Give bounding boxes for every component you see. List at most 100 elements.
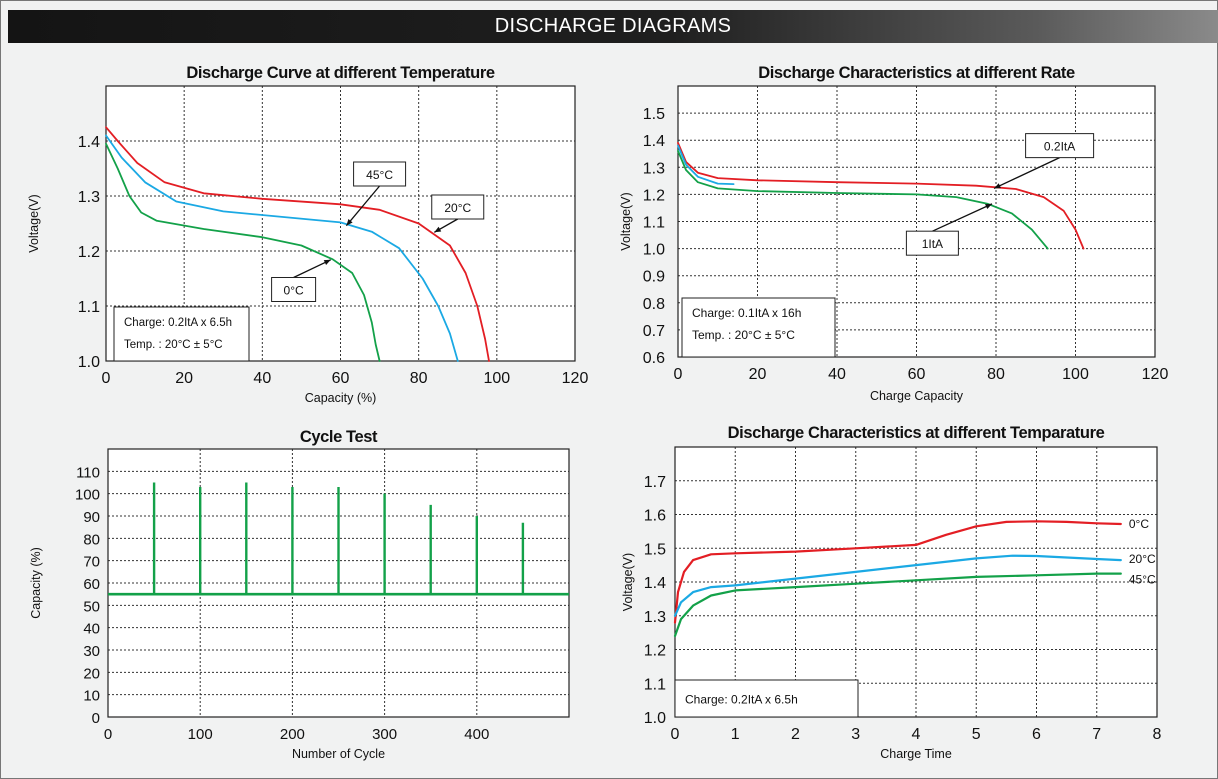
chart-cycle-test: Cycle Test Number of Cycle Capacity (%) 0 10… bbox=[29, 428, 570, 761]
y-tick-label: 0.7 bbox=[643, 323, 665, 340]
plot-border bbox=[674, 446, 1158, 718]
x-tick-label: 100 bbox=[1062, 366, 1089, 383]
chart-title: Discharge Characteristics at different R… bbox=[758, 64, 1075, 82]
x-tick-label: 0 bbox=[104, 726, 112, 743]
plot-border bbox=[677, 85, 1156, 358]
series-line bbox=[105, 142, 381, 362]
annotation-arrow bbox=[993, 157, 1060, 190]
annotation-arrowhead bbox=[346, 219, 353, 226]
y-tick-label: 1.0 bbox=[644, 710, 666, 727]
y-tick-label: 10 bbox=[83, 688, 100, 705]
banner-title: DISCHARGE DIAGRAMS bbox=[8, 10, 1218, 43]
y-tick-label: 1.1 bbox=[644, 676, 666, 693]
y-tick-label: 1.4 bbox=[78, 134, 100, 151]
x-tick-label: 7 bbox=[1092, 726, 1101, 743]
x-tick-label: 60 bbox=[908, 366, 926, 383]
y-tick-label: 1.5 bbox=[643, 106, 665, 123]
chart-title: Discharge Characteristics at different T… bbox=[728, 424, 1105, 442]
x-tick-label: 80 bbox=[410, 370, 428, 387]
y-tick-label: 70 bbox=[83, 554, 100, 571]
series-line bbox=[677, 142, 1085, 250]
y-tick-label: 1.7 bbox=[644, 474, 666, 491]
x-tick-label: 6 bbox=[1032, 726, 1041, 743]
x-tick-label: 20 bbox=[175, 370, 193, 387]
series-line bbox=[105, 126, 490, 362]
y-tick-label: 60 bbox=[83, 576, 100, 593]
x-tick-label: 200 bbox=[280, 726, 305, 743]
note-text: Charge: 0.1ItA x 16h bbox=[692, 306, 801, 320]
y-tick-label: 80 bbox=[83, 531, 100, 548]
x-tick-label: 3 bbox=[851, 726, 860, 743]
annotation-label: 20°C bbox=[444, 201, 471, 215]
x-tick-label: 400 bbox=[464, 726, 489, 743]
annotation-label: 45°C bbox=[366, 168, 393, 182]
y-tick-label: 30 bbox=[83, 643, 100, 660]
x-tick-label: 2 bbox=[791, 726, 800, 743]
x-axis-label: Charge Time bbox=[880, 747, 952, 761]
x-axis-label: Capacity (%) bbox=[305, 391, 377, 405]
annotation-box bbox=[905, 230, 959, 256]
plot-border bbox=[107, 448, 570, 718]
annotation-arrow bbox=[345, 185, 381, 227]
annotation-arrowhead bbox=[985, 203, 993, 210]
x-tick-label: 120 bbox=[562, 370, 589, 387]
annotation-arrow bbox=[293, 259, 332, 279]
y-tick-label: 1.0 bbox=[643, 242, 665, 259]
x-tick-label: 40 bbox=[828, 366, 846, 383]
y-axis-label: Voltage(V) bbox=[619, 192, 633, 250]
y-tick-label: 20 bbox=[83, 665, 100, 682]
annotation-box bbox=[431, 194, 485, 220]
x-tick-label: 0 bbox=[674, 366, 683, 383]
note-text: Temp. : 20°C ± 5°C bbox=[124, 339, 223, 351]
note-text: Charge: 0.2ItA x 6.5h bbox=[685, 693, 798, 707]
x-tick-label: 100 bbox=[188, 726, 213, 743]
y-tick-label: 0.6 bbox=[643, 350, 665, 367]
series-line bbox=[673, 554, 1122, 617]
x-tick-label: 20 bbox=[749, 366, 767, 383]
y-tick-label: 50 bbox=[83, 598, 100, 615]
x-axis-label: Number of Cycle bbox=[292, 747, 385, 761]
y-tick-label: 1.5 bbox=[644, 541, 666, 558]
y-tick-label: 110 bbox=[76, 464, 100, 481]
annotation-arrowhead bbox=[323, 259, 331, 266]
x-tick-label: 60 bbox=[332, 370, 350, 387]
note-text: Charge: 0.2ItA x 6.5h bbox=[124, 317, 232, 329]
series-line bbox=[677, 144, 735, 185]
chart-title: Discharge Curve at different Temperature bbox=[186, 64, 495, 82]
y-tick-label: 1.4 bbox=[643, 133, 665, 150]
annotation-label: 0°C bbox=[284, 284, 304, 298]
y-tick-label: 1.6 bbox=[644, 508, 666, 525]
y-axis-label: Capacity (%) bbox=[29, 547, 43, 619]
x-tick-label: 100 bbox=[483, 370, 510, 387]
plot-border bbox=[105, 85, 576, 362]
x-tick-label: 120 bbox=[1142, 366, 1169, 383]
y-tick-label: 1.0 bbox=[78, 354, 100, 371]
y-tick-label: 1.2 bbox=[643, 187, 665, 204]
annotation-box bbox=[271, 277, 317, 302]
y-tick-label: 1.1 bbox=[78, 299, 100, 316]
x-tick-label: 5 bbox=[972, 726, 981, 743]
y-tick-label: 0.8 bbox=[643, 296, 665, 313]
x-tick-label: 80 bbox=[987, 366, 1005, 383]
y-axis-label: Voltage(V) bbox=[621, 553, 635, 611]
x-tick-label: 1 bbox=[731, 726, 740, 743]
note-box bbox=[113, 306, 250, 362]
note-text: Temp. : 20°C ± 5°C bbox=[692, 328, 795, 342]
y-tick-label: 1.3 bbox=[644, 609, 666, 626]
y-tick-label: 1.2 bbox=[644, 643, 666, 660]
x-axis-label: Charge Capacity bbox=[870, 389, 964, 403]
annotation-arrow bbox=[932, 203, 993, 232]
y-tick-label: 1.4 bbox=[644, 575, 666, 592]
x-tick-label: 8 bbox=[1153, 726, 1162, 743]
x-tick-label: 300 bbox=[372, 726, 397, 743]
annotation-arrowhead bbox=[434, 226, 442, 233]
chart-temp-curve: Discharge Curve at different Temperature… bbox=[27, 64, 589, 405]
y-axis-label: Voltage(V) bbox=[27, 194, 41, 252]
annotation-box bbox=[353, 161, 407, 187]
series-line bbox=[677, 150, 1049, 250]
series-label: 20°C bbox=[1129, 552, 1156, 566]
annotation-label: 1ItA bbox=[922, 237, 943, 251]
y-tick-label: 0 bbox=[92, 710, 100, 727]
